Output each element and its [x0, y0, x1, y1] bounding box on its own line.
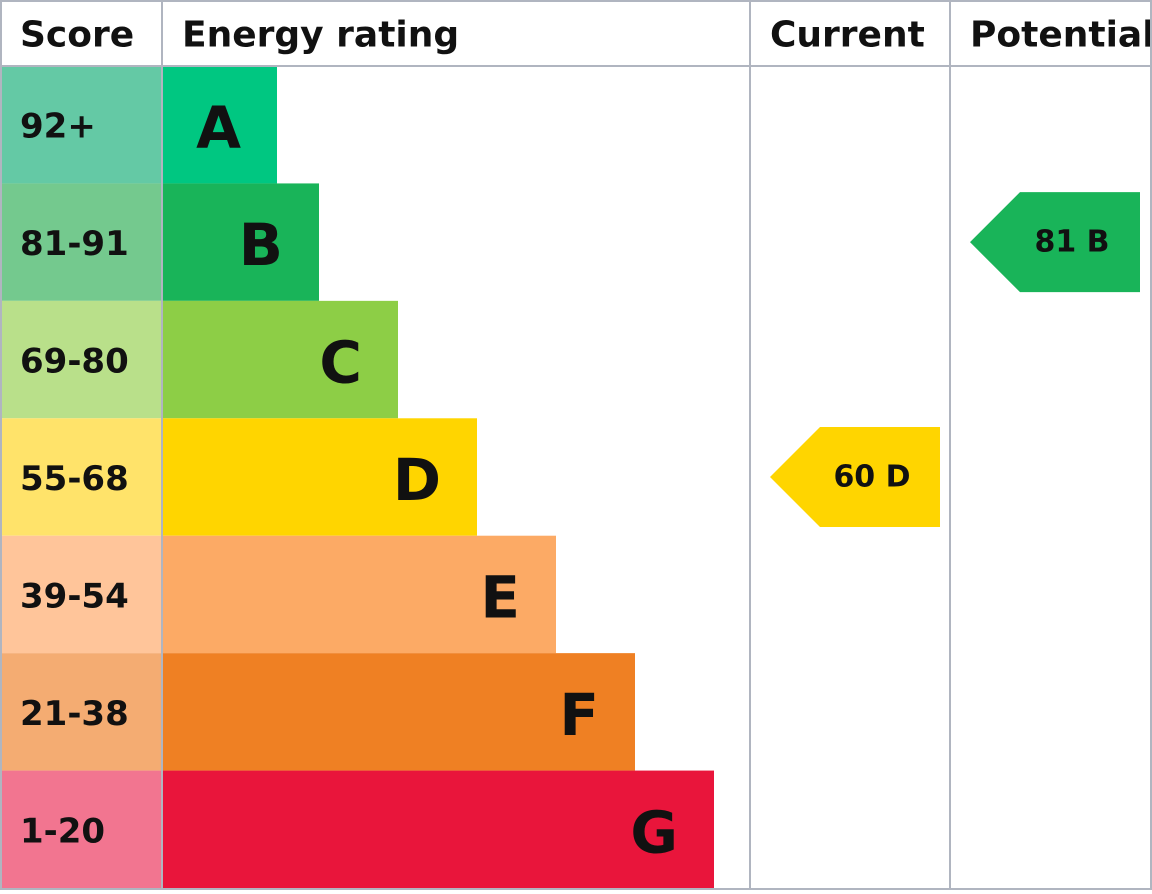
score-cell: [0, 770, 162, 888]
score-label: 69-80: [20, 342, 129, 382]
score-label: 81-91: [20, 224, 129, 264]
score-label: 92+: [20, 107, 96, 147]
current-label: 60 D: [833, 460, 910, 495]
rating-bar: [162, 418, 477, 536]
rating-bar: [162, 66, 277, 184]
score-label: 21-38: [20, 694, 129, 734]
rating-letter: B: [239, 211, 283, 279]
score-label: 55-68: [20, 459, 129, 499]
rating-bar: [162, 300, 398, 419]
score-label: 1-20: [20, 811, 105, 851]
score-cell: [0, 183, 162, 301]
rating-bar: [162, 535, 556, 654]
score-cell: [0, 300, 162, 419]
score-cell: [0, 418, 162, 536]
rating-bar: [162, 653, 635, 771]
column-header: Energy rating: [182, 15, 459, 56]
potential-arrow: [970, 192, 1140, 293]
current-arrow: [770, 427, 940, 527]
rating-letter: D: [393, 446, 441, 514]
rating-bar: [162, 183, 319, 301]
score-label: 39-54: [20, 576, 129, 616]
rating-bar: [162, 770, 714, 888]
rating-letter: A: [196, 94, 241, 162]
potential-label: 81 B: [1034, 225, 1109, 260]
rating-letter: E: [480, 563, 520, 631]
rating-letter: F: [559, 681, 599, 749]
column-header: Potential: [970, 15, 1152, 56]
column-header: Current: [770, 15, 925, 56]
rating-letter: C: [319, 329, 362, 397]
score-cell: [0, 66, 162, 184]
rating-letter: G: [630, 798, 678, 866]
column-header: Score: [20, 15, 134, 56]
score-cell: [0, 535, 162, 654]
score-cell: [0, 653, 162, 771]
